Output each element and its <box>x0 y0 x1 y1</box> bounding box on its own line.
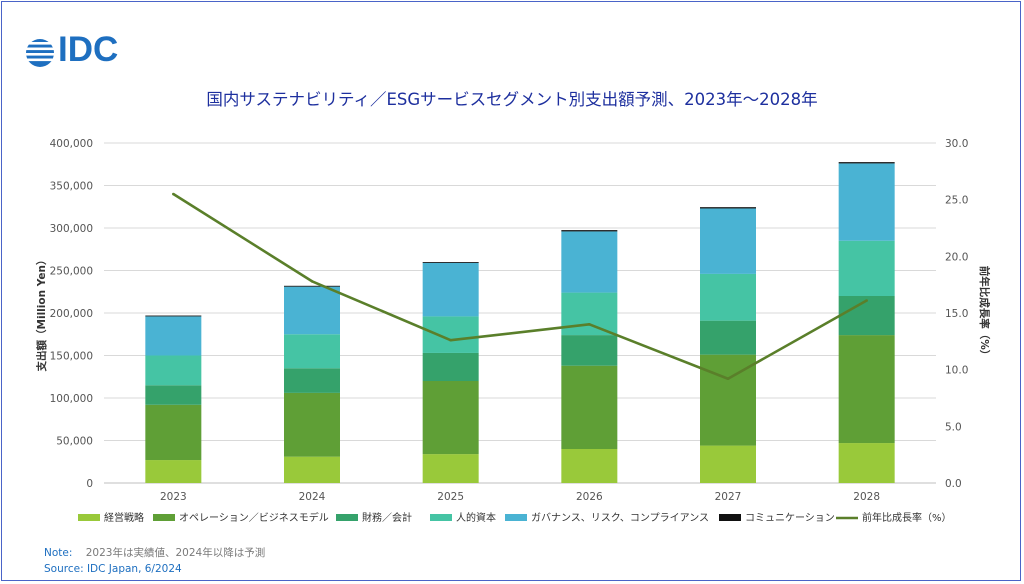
bar-segment <box>284 392 340 457</box>
legend-label: 前年比成長率（%） <box>862 511 952 524</box>
bar-segment <box>422 262 479 317</box>
bar-segment <box>284 285 340 287</box>
idc-logo-icon <box>26 39 54 67</box>
y-right-tick-label: 10.0 <box>945 365 968 377</box>
bar-segment <box>700 320 756 355</box>
x-tick-label: 2024 <box>299 491 326 503</box>
bar-segment <box>561 365 618 449</box>
bar-segment <box>838 335 895 444</box>
bar-segment <box>561 230 618 232</box>
bar-segment <box>838 163 895 241</box>
bar-segment <box>145 460 202 483</box>
source-text: Source: IDC Japan, 6/2024 <box>44 563 182 575</box>
bar-segment <box>284 456 340 483</box>
legend-swatch <box>336 514 358 521</box>
x-tick-label: 2027 <box>715 491 742 503</box>
bar-segment <box>145 316 202 356</box>
note-label: Note: <box>44 547 73 559</box>
y-right-tick-label: 0.0 <box>945 478 962 490</box>
y-left-tick-label: 250,000 <box>50 266 93 278</box>
legend-label: 経営戦略 <box>104 511 144 524</box>
note-text: 2023年は実績値、2024年以降は予測 <box>85 547 266 559</box>
y-left-tick-label: 100,000 <box>50 393 93 405</box>
y-left-tick-label: 400,000 <box>50 138 93 150</box>
y-right-tick-label: 15.0 <box>945 308 968 320</box>
y-right-tick-label: 30.0 <box>945 138 968 150</box>
y-left-tick-label: 300,000 <box>50 223 93 235</box>
legend-swatch <box>719 514 741 521</box>
x-tick-label: 2023 <box>160 491 187 503</box>
bar-segment <box>838 240 895 296</box>
bar-segment <box>561 292 618 336</box>
note-line: Note: 2023年は実績値、2024年以降は予測 <box>44 545 265 561</box>
growth-rate-point <box>172 192 175 196</box>
growth-rate-point <box>310 279 314 283</box>
bar-segment <box>284 286 340 335</box>
legend-label: 人的資本 <box>456 511 496 524</box>
legend-swatch <box>505 514 527 521</box>
bar-segment <box>422 262 479 263</box>
legend-swatch <box>430 514 452 521</box>
bar-segment <box>145 404 202 461</box>
bar-segment <box>700 207 756 209</box>
growth-rate-point <box>449 338 452 342</box>
y-left-axis-label: 支出額（Million Yen） <box>35 255 48 373</box>
growth-rate-point <box>726 377 730 381</box>
bar-segment <box>700 208 756 274</box>
bar-segment <box>422 454 479 483</box>
y-left-tick-label: 150,000 <box>50 351 93 363</box>
bar-segment <box>700 354 756 446</box>
bar-segment <box>838 162 895 164</box>
x-tick-label: 2028 <box>853 491 880 503</box>
bar-segment <box>561 231 618 293</box>
x-tick-label: 2025 <box>437 491 464 503</box>
bar-segment <box>838 443 895 483</box>
y-right-tick-label: 5.0 <box>945 421 962 433</box>
y-left-tick-label: 50,000 <box>56 436 93 448</box>
bar-segment <box>561 335 618 366</box>
y-right-tick-label: 25.0 <box>945 195 968 207</box>
y-right-tick-label: 20.0 <box>945 251 968 263</box>
legend-swatch <box>153 514 175 521</box>
bar-segment <box>422 352 479 381</box>
bar-segment <box>838 296 895 336</box>
bar-segment <box>561 449 618 483</box>
y-left-tick-label: 200,000 <box>50 308 93 320</box>
growth-rate-point <box>865 299 868 302</box>
legend-label: ガバナンス、リスク、コンプライアンス <box>531 512 709 524</box>
bar-segment <box>145 315 202 317</box>
y-left-tick-label: 350,000 <box>50 181 93 193</box>
x-tick-label: 2026 <box>576 491 603 503</box>
growth-rate-point <box>588 323 591 326</box>
bar-segment <box>284 368 340 393</box>
legend-swatch <box>78 514 100 521</box>
bar-segment <box>422 381 479 455</box>
legend-label: オペレーション／ビジネスモデル <box>179 511 329 524</box>
bar-segment <box>700 445 756 483</box>
bar-segment <box>284 334 340 369</box>
bar-segment <box>145 385 202 405</box>
growth-rate-line <box>172 192 868 381</box>
bar-segment <box>700 273 756 321</box>
notes-block: Note: 2023年は実績値、2024年以降は予測 Source: IDC J… <box>44 545 265 577</box>
y-right-axis-label: 前年比成長率（%） <box>978 266 991 361</box>
chart-title: 国内サステナビリティ／ESGサービスセグメント別支出額予測、2023年～2028… <box>206 90 818 109</box>
legend-label: 財務／会計 <box>362 511 412 524</box>
bar-segment <box>422 316 479 353</box>
logo-text: IDC <box>58 30 119 69</box>
bar-segment <box>145 355 202 386</box>
legend-label: コミュニケーション <box>745 512 835 524</box>
y-left-tick-label: 0 <box>86 478 93 490</box>
